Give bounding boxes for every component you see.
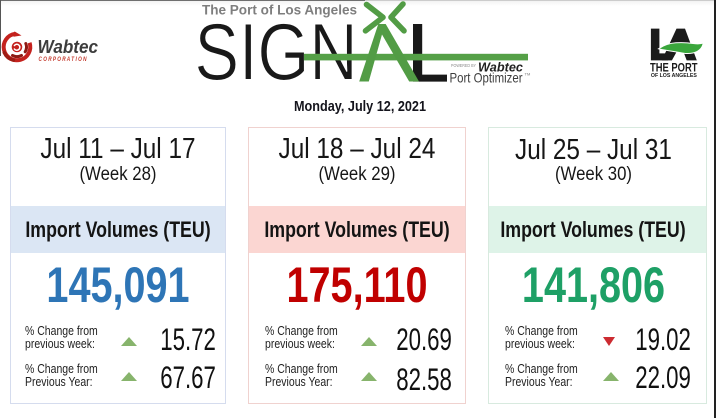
svg-text:OF LOS ANGELES: OF LOS ANGELES bbox=[651, 73, 697, 79]
svg-text:SIGN: SIGN bbox=[195, 8, 358, 98]
svg-text:POWERED BY: POWERED BY bbox=[451, 63, 476, 68]
svg-text:Port Optimizer: Port Optimizer bbox=[450, 71, 523, 86]
svg-text:THE PORT: THE PORT bbox=[650, 60, 698, 74]
svg-text:Wabtec: Wabtec bbox=[38, 36, 99, 57]
svg-text:C O R P O R A T I O N: C O R P O R A T I O N bbox=[39, 56, 87, 63]
svg-text:TM: TM bbox=[525, 72, 531, 77]
svg-text:The Port of Los Angeles: The Port of Los Angeles bbox=[202, 3, 357, 19]
svg-text:Wabtec: Wabtec bbox=[478, 59, 524, 74]
svg-text:Monday, July 12, 2021: Monday, July 12, 2021 bbox=[294, 99, 426, 115]
